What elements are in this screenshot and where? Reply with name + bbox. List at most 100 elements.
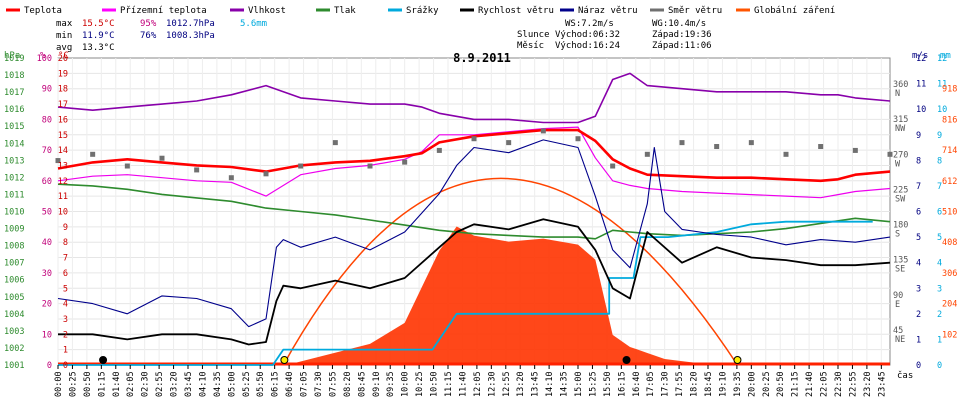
axis-direction-tick: 90 [893,291,903,301]
x-tick-label: 20:25 [762,371,772,397]
wind-direction-point [228,175,234,181]
wind-direction-point [783,151,789,157]
axis-temp-tick: 10 [58,208,68,218]
axis-wm2-tick: 204 [942,300,957,310]
axis-direction-tick: 360 [893,80,908,90]
axis-ms-label: m/s [912,51,928,61]
axis-wm2-tick: 816 [942,115,957,125]
stat-max-temp: 15.5°C [82,19,115,29]
grid [57,58,890,365]
axis-temp-tick: 5 [63,284,68,294]
axis-direction-tick: 315 [893,115,908,125]
axis-direction-tick: 180 [893,221,908,231]
x-tick-label: 07:55 [328,371,338,397]
axis-mm-tick: 3 [937,284,942,294]
series-tlak [57,183,891,240]
x-tick-label: 00:00 [54,371,64,397]
axis-pct-tick: 0 [47,361,52,371]
wind-direction-point [194,167,200,173]
x-tick-label: 17:55 [675,371,685,397]
axis-temp-tick: 0 [63,361,68,371]
wind-direction-point [852,147,858,153]
stat-min-hum: 76% [140,31,157,41]
series-teplota [57,128,891,183]
axis-temp-tick: 17 [58,100,68,110]
wind-direction-point [90,151,96,157]
axis-wm2-tick: 714 [942,146,957,156]
sun-set: Západ:19:36 [652,30,712,40]
x-tick-label: 08:45 [357,371,367,397]
x-tick-label: 02:30 [141,371,151,397]
x-tick-label: 01:40 [112,371,122,397]
axis-pct-tick: 80 [42,115,52,125]
sun-rise: Východ:06:32 [555,30,620,40]
moon-label: Měsíc [517,41,544,51]
axis-pct-tick: 100 [37,54,52,64]
axis-hpa-tick: 1014 [4,139,24,149]
moon-rise: Východ:16:24 [555,41,620,51]
wind-direction-point [124,163,130,169]
x-tick-label: 03:20 [170,371,180,397]
axis-pct-tick: 10 [42,330,52,340]
x-tick-label: 18:20 [690,371,700,397]
x-tick-label: 06:15 [271,371,281,397]
axis-wm2-tick: 510 [942,208,957,218]
series-layer [55,72,893,366]
axis-hpa-tick: 1005 [4,293,24,303]
series-prizemni-teplota [57,126,891,199]
axis-direction-label: NW [895,124,906,134]
axes: hPa% °C m/s mm10011002100310041005100610071… [4,51,957,371]
axis-mm-tick: 0 [937,361,942,371]
axis-temp-label: °C [58,51,69,61]
axis-temp-tick: 6 [63,269,68,279]
x-tick-label: 19:10 [718,371,728,397]
axis-mm-tick: 11 [937,80,947,90]
x-tick-label: 21:15 [791,371,801,397]
axis-wm2-tick: 612 [942,177,957,187]
x-tick-label: 09:10 [372,371,382,397]
axis-mm-tick: 12 [937,54,947,64]
sunrise-marker [280,356,289,364]
x-tick-label: 22:05 [820,371,830,397]
axis-mm-tick: 2 [937,310,942,320]
x-tick-label: 00:25 [68,371,78,397]
series-vlhkost [57,72,891,124]
radiation-area [286,226,717,365]
x-tick-label: 14:35 [560,371,570,397]
axis-mm-tick: 10 [937,105,947,115]
axis-hpa-tick: 1018 [4,71,24,81]
axis-pct-tick: 90 [42,85,52,95]
stat-max-hum: 95% [140,19,157,29]
axis-wm2-tick: 408 [942,238,957,248]
axis-pct-tick: 70 [42,146,52,156]
axis-temp-tick: 15 [58,131,68,141]
x-tick-label: 20:50 [776,371,786,397]
axis-pct-tick: 60 [42,177,52,187]
wind-ws: WS:7.2m/s [565,19,614,29]
wind-direction-point [748,140,754,146]
sunset-marker [733,356,742,364]
axis-wm2-tick: 102 [942,330,957,340]
axis-hpa-tick: 1019 [4,54,24,64]
x-tick-label: 18:45 [704,371,714,397]
axis-ms-tick: 8 [916,156,921,166]
x-tick-label: 01:15 [97,371,107,397]
x-tick-label: 14:10 [545,371,555,397]
stat-avg-temp: 13.3°C [82,43,115,53]
axis-hpa-tick: 1011 [4,190,24,200]
axis-ms-tick: 2 [916,310,921,320]
wind-direction-point [887,151,893,157]
x-tick-label: 15:25 [588,371,598,397]
axis-temp-tick: 8 [63,238,68,248]
axis-ms-tick: 1 [916,335,921,345]
x-tick-label: 02:05 [126,371,136,397]
axis-temp-tick: 16 [58,115,68,125]
x-tick-label: 07:30 [314,371,324,397]
series-naraz-vetru [57,139,891,328]
axis-ms-tick: 5 [916,233,921,243]
x-tick-label: 08:20 [343,371,353,397]
axis-hpa-tick: 1009 [4,225,24,235]
axis-ms-tick: 3 [916,284,921,294]
wind-direction-point [644,151,650,157]
axis-hpa-tick: 1002 [4,344,24,354]
